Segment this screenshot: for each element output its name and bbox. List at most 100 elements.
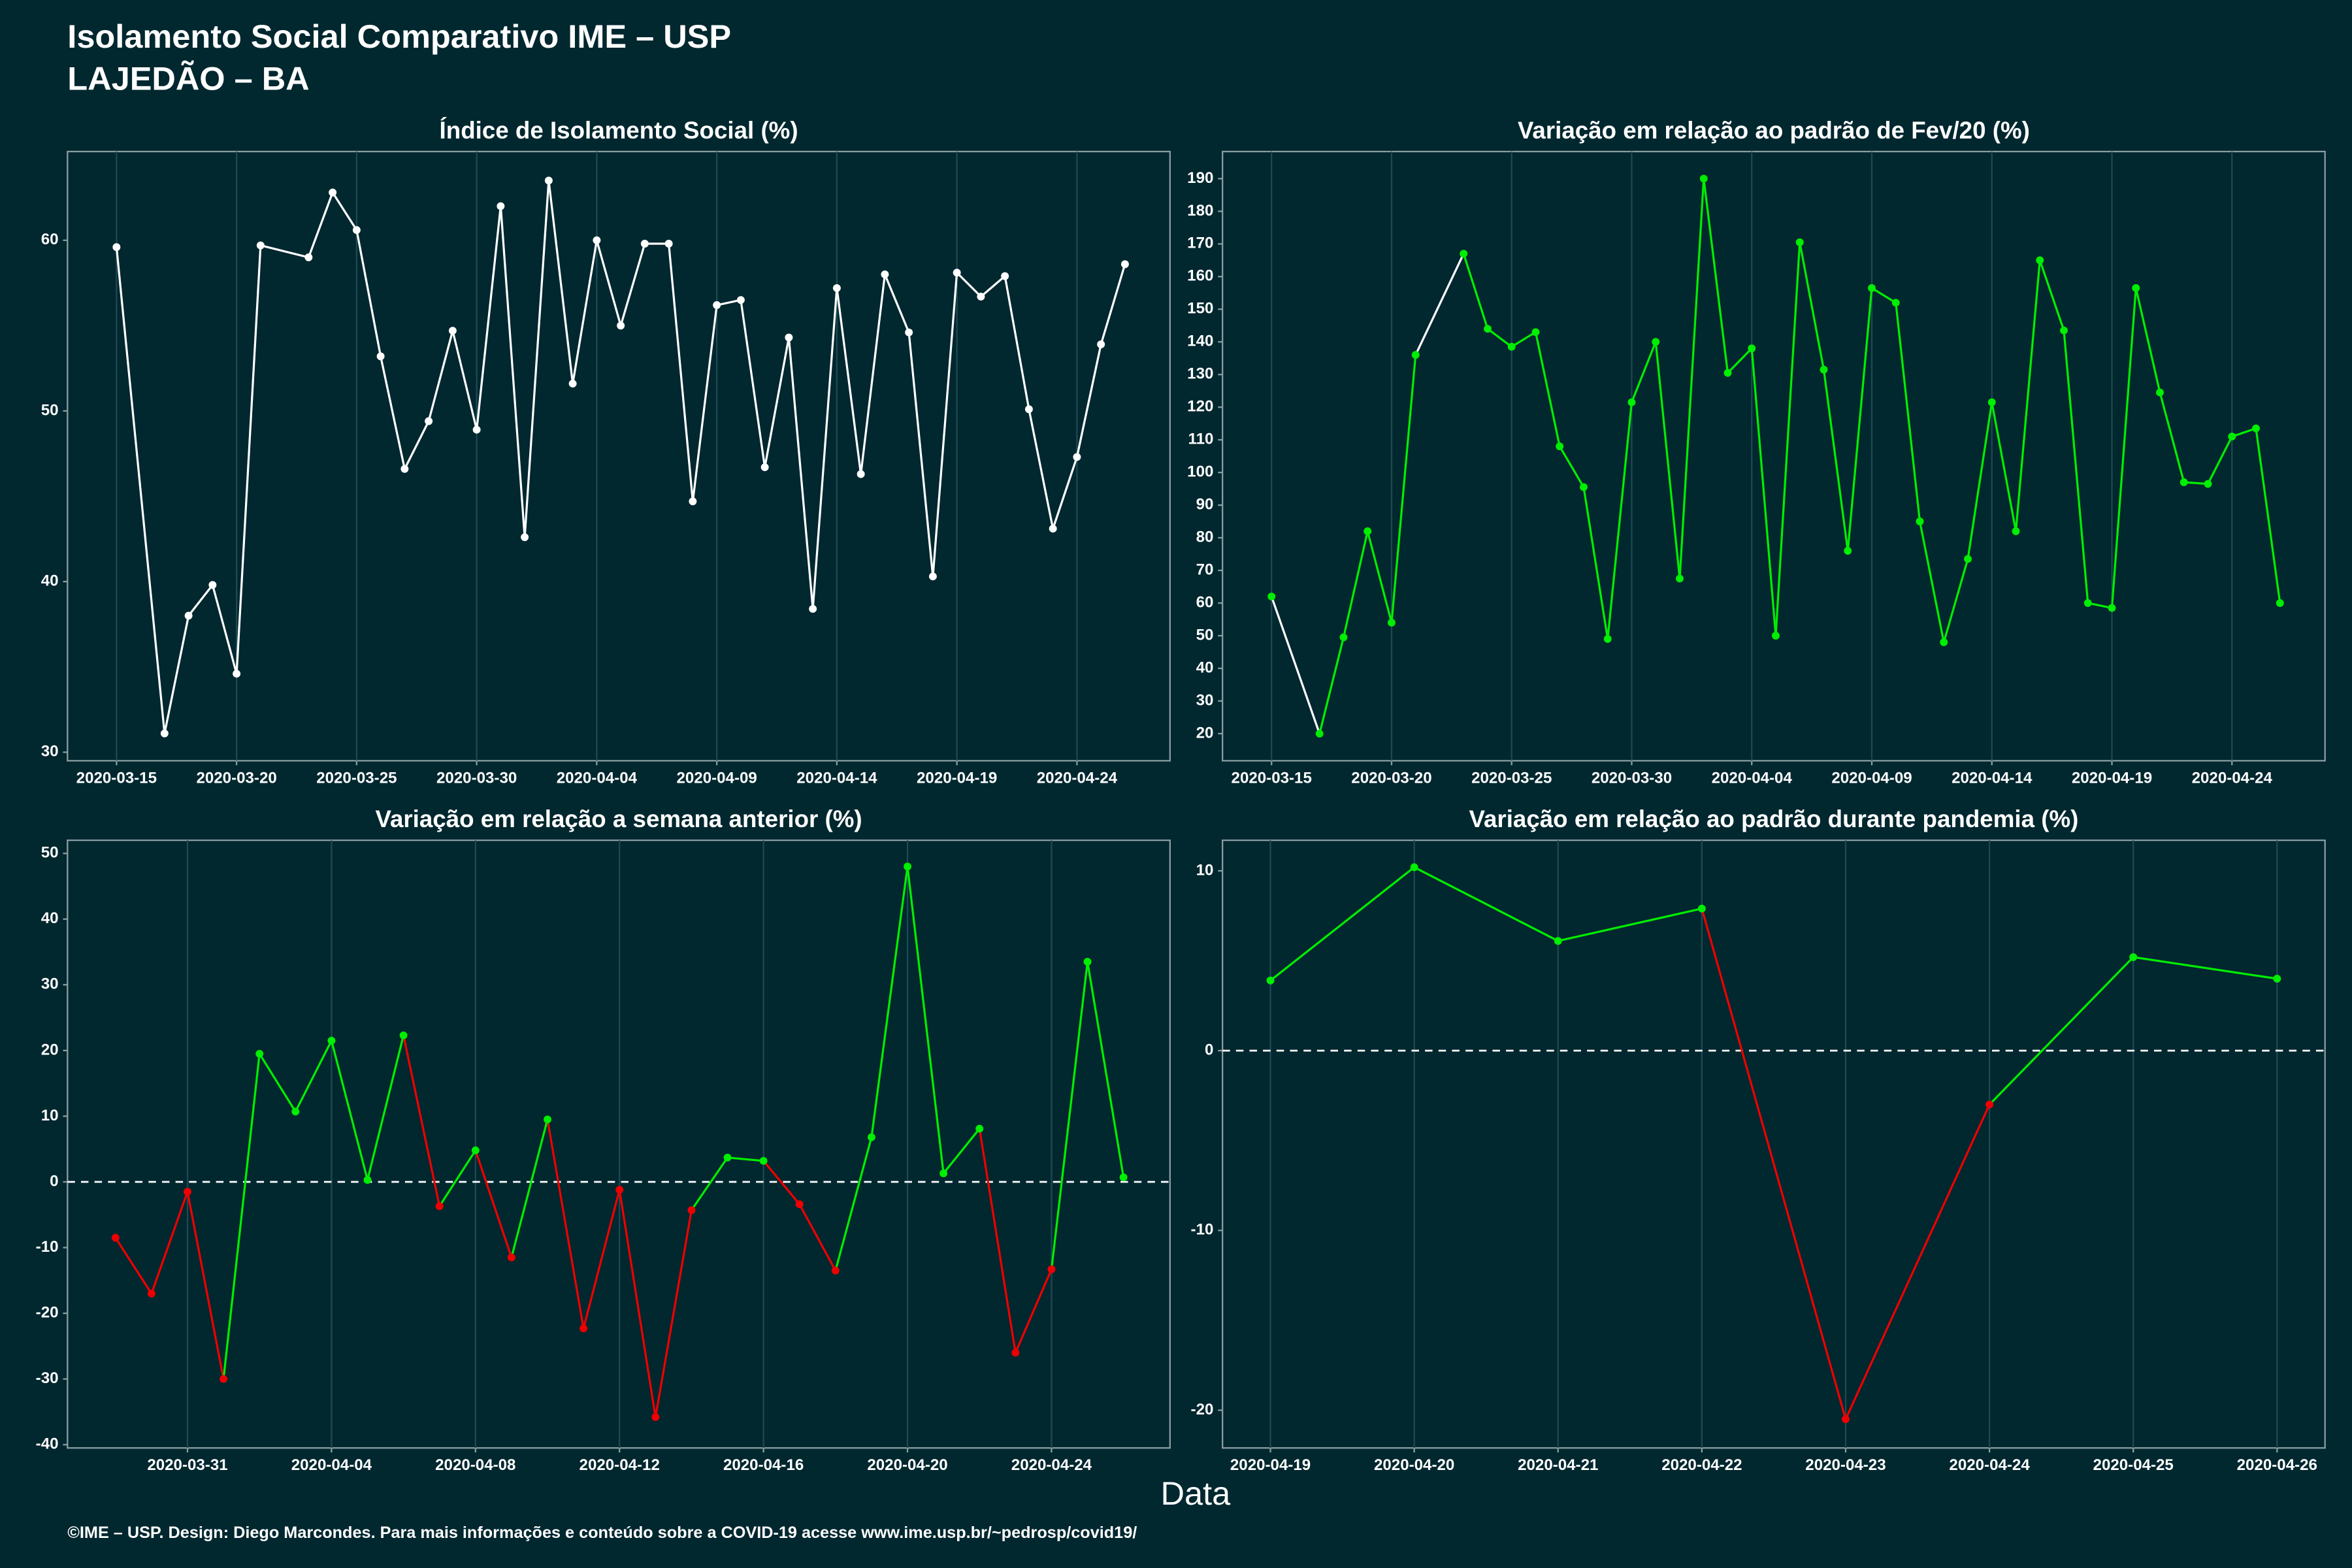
point bbox=[809, 604, 817, 613]
x-tick-label: 2020-04-21 bbox=[1518, 1456, 1598, 1474]
point bbox=[723, 1153, 732, 1162]
point bbox=[2228, 433, 2236, 441]
line-segment bbox=[932, 272, 958, 577]
x-tick-label: 2020-03-30 bbox=[436, 769, 517, 787]
x-tick-label: 2020-04-16 bbox=[723, 1456, 804, 1474]
y-tick-label: -10 bbox=[1191, 1221, 1214, 1239]
panel bbox=[1222, 839, 2326, 1449]
line-segment bbox=[402, 1035, 441, 1207]
point bbox=[1772, 632, 1780, 640]
line-segment bbox=[1413, 866, 1559, 942]
line-segment bbox=[740, 299, 766, 468]
line-segment bbox=[1991, 402, 2017, 532]
y-tick-label: 40 bbox=[41, 572, 59, 590]
y-tick-label: 120 bbox=[1187, 398, 1213, 416]
point bbox=[291, 1107, 300, 1116]
line-segment bbox=[619, 243, 646, 326]
line-segment bbox=[1727, 348, 1753, 374]
point bbox=[472, 425, 481, 434]
point bbox=[112, 243, 121, 252]
point bbox=[448, 327, 457, 335]
y-tick-label: 20 bbox=[1196, 724, 1214, 742]
point bbox=[1410, 863, 1418, 872]
line-segment bbox=[476, 206, 502, 430]
y-tick-label: 10 bbox=[41, 1107, 59, 1124]
line-segment bbox=[2132, 956, 2278, 980]
line-segment bbox=[1050, 961, 1089, 1269]
point bbox=[1916, 517, 1924, 526]
y-tick-label: 30 bbox=[1196, 691, 1214, 709]
point bbox=[1339, 633, 1348, 642]
point bbox=[832, 284, 841, 292]
line-segment bbox=[942, 1128, 981, 1174]
y-tick-label: 190 bbox=[1187, 169, 1213, 187]
y-tick-label: 30 bbox=[41, 975, 59, 993]
y-tick-label: 50 bbox=[1196, 626, 1214, 644]
line-segment bbox=[1462, 253, 1489, 329]
point bbox=[1723, 368, 1732, 377]
point bbox=[1001, 272, 1009, 280]
x-tick-label: 2020-03-25 bbox=[1471, 769, 1552, 787]
panel-title: Variação em relação ao padrão durante pa… bbox=[1469, 806, 2079, 832]
line-segment bbox=[1390, 355, 1417, 623]
x-tick-label: 2020-04-04 bbox=[557, 769, 638, 787]
line-segment bbox=[1086, 961, 1125, 1178]
x-tick-label: 2020-03-20 bbox=[1351, 769, 1431, 787]
line-segment bbox=[2255, 428, 2281, 604]
point bbox=[1985, 1100, 1994, 1109]
point bbox=[220, 1375, 228, 1383]
x-tick-label: 2020-03-20 bbox=[196, 769, 276, 787]
y-tick-label: 140 bbox=[1187, 333, 1213, 350]
point bbox=[352, 226, 361, 235]
point bbox=[1556, 442, 1564, 451]
point bbox=[507, 1253, 515, 1262]
point bbox=[1266, 976, 1275, 985]
line-segment bbox=[451, 330, 478, 431]
point bbox=[1073, 453, 1081, 461]
line-segment bbox=[330, 1040, 369, 1181]
line-segment bbox=[235, 245, 262, 674]
point bbox=[831, 1266, 840, 1275]
line-segment bbox=[1558, 907, 1703, 942]
line-segment bbox=[860, 274, 886, 474]
line-segment bbox=[1895, 302, 1921, 522]
line-segment bbox=[523, 180, 550, 538]
y-tick-label: 50 bbox=[41, 401, 59, 419]
line-segment bbox=[1366, 531, 1393, 623]
point bbox=[1603, 635, 1612, 643]
y-tick-label: 30 bbox=[41, 743, 59, 760]
x-tick-label: 2020-04-23 bbox=[1805, 1456, 1886, 1474]
line-segment bbox=[2038, 259, 2065, 331]
line-segment bbox=[836, 287, 862, 474]
line-segment bbox=[1678, 178, 1705, 579]
line-segment bbox=[188, 584, 214, 617]
line-segment bbox=[811, 287, 838, 610]
line-segment bbox=[2063, 330, 2089, 604]
y-tick-label: 60 bbox=[1196, 593, 1214, 611]
point bbox=[1748, 344, 1756, 353]
point bbox=[664, 240, 673, 248]
line-segment bbox=[438, 1149, 477, 1207]
line-segment bbox=[186, 1191, 225, 1379]
line-segment bbox=[1942, 559, 1969, 643]
line-segment bbox=[668, 243, 694, 502]
line-segment bbox=[906, 866, 945, 1174]
point bbox=[687, 1206, 696, 1215]
line-segment bbox=[499, 206, 526, 538]
point bbox=[2204, 480, 2212, 488]
line-segment bbox=[787, 337, 814, 610]
point bbox=[160, 729, 169, 738]
point bbox=[759, 1156, 768, 1165]
y-tick-label: 40 bbox=[41, 909, 59, 927]
line-segment bbox=[1822, 369, 1849, 551]
line-segment bbox=[1654, 342, 1681, 579]
line-segment bbox=[1004, 276, 1030, 410]
line-segment bbox=[1750, 348, 1777, 636]
point bbox=[256, 241, 265, 250]
line-segment bbox=[355, 229, 382, 357]
y-tick-label: 110 bbox=[1188, 431, 1213, 448]
line-segment bbox=[380, 356, 406, 470]
line-segment bbox=[1967, 402, 1993, 559]
line-segment bbox=[762, 1160, 800, 1205]
line-segment bbox=[547, 180, 574, 384]
